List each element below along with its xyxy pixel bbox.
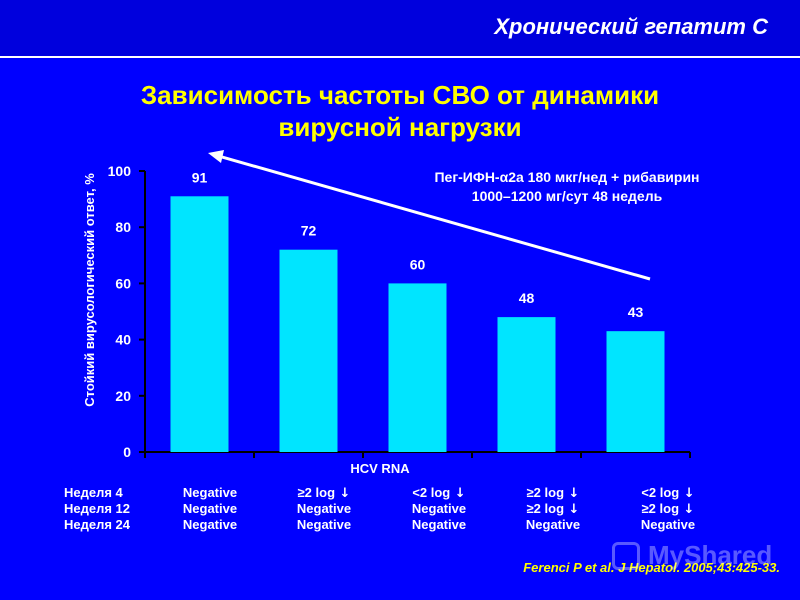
hcv-status-cell: Negative	[525, 517, 581, 532]
hcv-status-cell: Negative	[411, 517, 467, 532]
down-arrow-icon: ↓	[564, 486, 580, 501]
alpha-symbol: α	[499, 169, 509, 185]
citation: Ferenci P et al. J Hepatol. 2005;43:425-…	[523, 560, 780, 575]
hcv-status-cell: ≥2 log ↓	[526, 501, 580, 517]
trend-arrow-head	[208, 150, 224, 163]
slide-title-line2: вирусной нагрузки	[278, 112, 522, 142]
regimen-prefix: Пег-ИФН-	[434, 169, 500, 185]
week-row: Неделя 12 Negative Negative Negative ≥2 log …	[0, 501, 800, 517]
bar	[170, 196, 229, 452]
header-divider	[0, 56, 800, 58]
bar-value-label: 72	[301, 223, 317, 239]
watermark: MyShared	[612, 540, 782, 576]
y-tick-label: 60	[115, 275, 131, 291]
bar-value-label: 43	[628, 304, 644, 320]
slide-title-line1: Зависимость частоты СВО от динамики	[140, 80, 660, 110]
bar	[388, 283, 447, 452]
watermark-text: MyShared	[648, 540, 773, 570]
header-bar	[0, 0, 800, 56]
y-tick-label: 80	[115, 219, 131, 235]
down-arrow-icon: ↓	[679, 502, 695, 517]
bar	[606, 331, 665, 452]
bar-chart: 0 20 40 60 80 100 91 72 60 48 43 Стойкий вирусологи…	[82, 150, 691, 460]
bar	[497, 317, 556, 452]
week-row: Неделя 4 Negative ≥2 log ↓ <2 log ↓ ≥2 log ↓…	[0, 485, 800, 501]
week-label: Неделя 24	[64, 517, 131, 532]
bar-value-label: 48	[519, 290, 535, 306]
hcv-status-cell: <2 log ↓	[641, 485, 695, 501]
y-tick-label: 100	[108, 163, 132, 179]
bar-chart-icon	[612, 542, 640, 570]
hcv-status-cell: ≥2 log ↓	[297, 485, 351, 501]
hcv-status-cell: Negative	[182, 517, 238, 532]
regimen-suffix: 2а 180 мкг/нед + рибавирин	[508, 169, 700, 185]
down-arrow-icon: ↓	[450, 486, 466, 501]
hcv-status-cell: Negative	[296, 517, 352, 532]
x-group-label: HCV RNA	[350, 461, 410, 476]
y-tick-label: 40	[115, 332, 131, 348]
down-arrow-icon: ↓	[679, 486, 695, 501]
hcv-status-cell: <2 log ↓	[412, 485, 466, 501]
header-title: Хронический гепатит С	[494, 14, 768, 39]
hcv-status-cell: Negative	[640, 517, 696, 532]
bar-value-label: 60	[410, 256, 426, 272]
regimen-line2: 1000–1200 мг/сут 48 недель	[471, 188, 663, 204]
hcv-status-cell: Negative	[182, 501, 238, 516]
hcv-status-cell: Negative	[182, 485, 238, 500]
y-tick-label: 20	[115, 388, 131, 404]
hcv-status-cell: Negative	[296, 501, 352, 516]
y-axis-label: Стойкий вирусологический ответ, %	[82, 173, 97, 407]
y-tick-label: 0	[123, 444, 131, 460]
down-arrow-icon: ↓	[335, 486, 351, 501]
trend-arrow-line	[219, 154, 651, 281]
week-label: Неделя 12	[64, 501, 131, 516]
hcv-status-cell: ≥2 log ↓	[641, 501, 695, 517]
down-arrow-icon: ↓	[564, 502, 580, 517]
hcv-status-cell: ≥2 log ↓	[526, 485, 580, 501]
bar-value-label: 91	[192, 169, 208, 185]
regimen-line1: Пег-ИФН-α2а 180 мкг/нед + рибавирин	[372, 168, 762, 187]
week-row: Неделя 24 Negative Negative Negative Negativ…	[0, 517, 800, 533]
bar	[279, 249, 338, 452]
hcv-status-cell: Negative	[411, 501, 467, 516]
week-label: Неделя 4	[64, 485, 123, 500]
